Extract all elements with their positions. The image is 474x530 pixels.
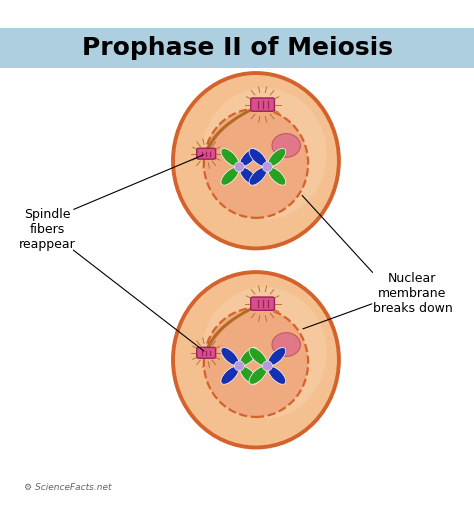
Ellipse shape [173,272,339,447]
Ellipse shape [204,109,308,218]
Ellipse shape [240,148,257,166]
Ellipse shape [268,148,286,166]
Circle shape [263,361,273,371]
Ellipse shape [221,148,238,166]
Ellipse shape [249,367,267,384]
Ellipse shape [204,308,308,417]
Ellipse shape [272,333,301,356]
Text: Prophase II of Meiosis: Prophase II of Meiosis [82,37,392,60]
Ellipse shape [173,73,339,249]
Ellipse shape [272,134,301,157]
Ellipse shape [249,167,267,185]
Text: Spindle
fibers
reappear: Spindle fibers reappear [19,208,76,251]
Ellipse shape [202,88,327,219]
Ellipse shape [268,167,286,185]
Ellipse shape [240,348,257,365]
Text: ⚙ ScienceFacts.net: ⚙ ScienceFacts.net [24,483,111,491]
FancyBboxPatch shape [197,347,216,358]
Ellipse shape [240,167,257,185]
Circle shape [234,162,244,172]
Ellipse shape [221,367,238,384]
Ellipse shape [249,348,267,365]
FancyBboxPatch shape [251,297,274,310]
Ellipse shape [240,367,257,384]
Ellipse shape [268,348,286,365]
Ellipse shape [221,348,238,365]
Circle shape [263,162,273,172]
Ellipse shape [202,287,327,419]
Bar [0,28,474,68]
Circle shape [234,361,244,371]
FancyBboxPatch shape [251,98,274,111]
Ellipse shape [221,167,238,185]
Text: Nuclear
membrane
breaks down: Nuclear membrane breaks down [373,272,452,315]
Ellipse shape [249,148,267,166]
FancyBboxPatch shape [197,148,216,159]
Ellipse shape [268,367,286,384]
